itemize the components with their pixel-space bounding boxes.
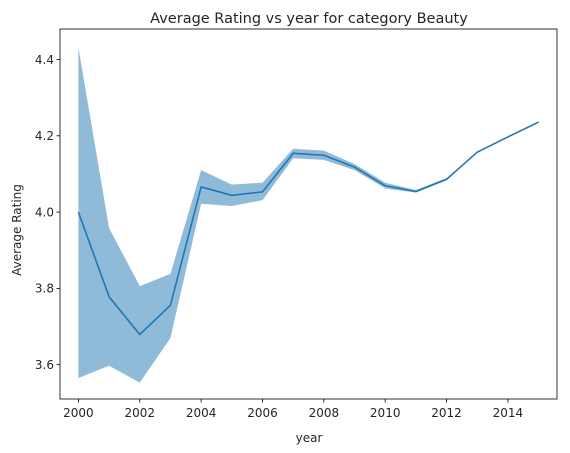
x-tick-label: 2004 [186, 406, 217, 420]
x-tick-label: 2010 [370, 406, 401, 420]
x-tick-label: 2012 [431, 406, 462, 420]
chart-title: Average Rating vs year for category Beau… [150, 11, 468, 27]
y-tick-label: 3.6 [35, 358, 54, 372]
x-tick-label: 2002 [124, 406, 155, 420]
plot-area [77, 47, 539, 383]
confidence-band [78, 47, 539, 383]
axes: 2000 2002 2004 2006 2008 2010 2012 2014 3.6 3.8 4.… [35, 28, 558, 420]
x-tick-label: 2014 [493, 406, 524, 420]
y-axis-label: Average Rating [10, 184, 24, 276]
x-axis-label: year [296, 431, 323, 445]
axes-frame [59, 28, 558, 400]
x-tick-label: 2006 [247, 406, 278, 420]
y-tick-label: 4.4 [35, 53, 54, 67]
y-tick-label: 4.2 [35, 129, 54, 143]
series-line [77, 121, 539, 336]
x-tick-label: 2000 [63, 406, 94, 420]
y-tick-label: 3.8 [35, 282, 54, 296]
x-tick-label: 2008 [309, 406, 340, 420]
y-tick-label: 4.0 [35, 205, 54, 219]
